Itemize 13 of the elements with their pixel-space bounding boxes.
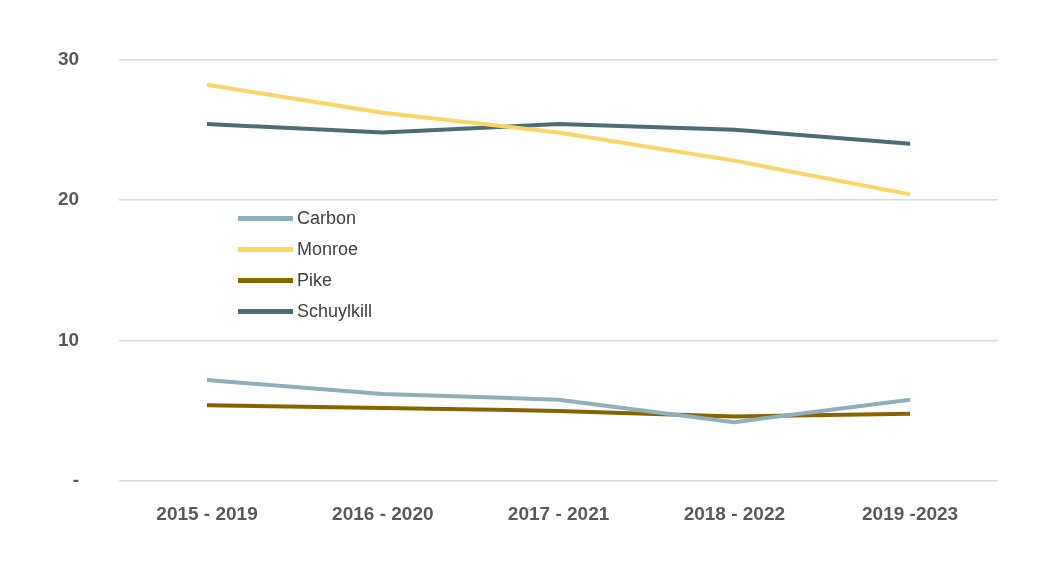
legend-label: Monroe — [297, 239, 359, 260]
y-tick-label: 10 — [57, 328, 80, 350]
y-tick-label: 30 — [57, 47, 80, 69]
x-tick-label: 2019 -2023 — [862, 502, 959, 524]
x-tick-label: 2016 - 2020 — [332, 502, 434, 524]
x-tick-label: 2015 - 2019 — [156, 502, 258, 524]
legend-label: Schuylkill — [297, 301, 373, 322]
x-tick-label: 2017 - 2021 — [507, 502, 610, 524]
legend-label: Carbon — [297, 208, 357, 229]
y-tick-label: 20 — [57, 188, 80, 210]
y-tick-label: - — [72, 469, 80, 491]
x-tick-label: 2018 - 2022 — [683, 502, 786, 524]
legend-label: Pike — [297, 270, 333, 291]
